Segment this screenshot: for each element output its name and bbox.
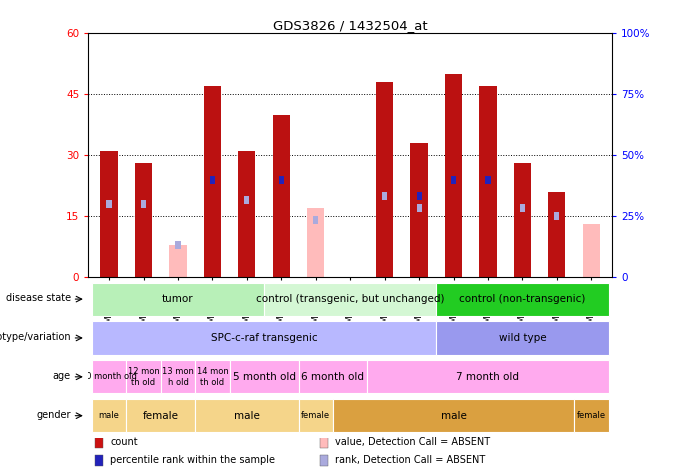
Text: SPC-c-raf transgenic: SPC-c-raf transgenic (211, 333, 318, 343)
Text: male: male (234, 410, 260, 421)
Text: age: age (52, 371, 71, 381)
Bar (333, 399, 574, 432)
Text: genotype/variation: genotype/variation (0, 332, 71, 342)
Text: disease state: disease state (5, 293, 71, 303)
Bar (514, 164, 531, 277)
Text: female: female (143, 410, 179, 421)
Bar (417, 192, 422, 200)
Text: wild type: wild type (498, 333, 546, 343)
Bar (95, 437, 103, 448)
Bar (230, 360, 299, 393)
Bar (135, 164, 152, 277)
Bar (95, 455, 103, 466)
Bar (583, 224, 600, 277)
Bar (437, 321, 609, 355)
Bar (101, 151, 118, 277)
Text: count: count (110, 437, 138, 447)
Bar (417, 204, 422, 212)
Bar (320, 437, 328, 448)
Bar (238, 151, 256, 277)
Bar (486, 175, 490, 184)
Bar (92, 321, 437, 355)
Text: tumor: tumor (162, 294, 194, 304)
Text: control (non-transgenic): control (non-transgenic) (459, 294, 585, 304)
Bar (411, 143, 428, 277)
Bar (514, 164, 531, 277)
Bar (92, 360, 126, 393)
Bar (479, 86, 496, 277)
Text: female: female (577, 411, 606, 420)
Bar (204, 86, 221, 277)
Bar (574, 399, 609, 432)
Bar (376, 82, 393, 277)
Bar (313, 216, 318, 224)
Bar (451, 175, 456, 184)
Text: gender: gender (36, 410, 71, 420)
Bar (195, 360, 230, 393)
Text: 6 month old: 6 month old (301, 372, 364, 382)
Bar (195, 399, 299, 432)
Text: 12 mon
th old: 12 mon th old (128, 367, 159, 386)
Text: male: male (441, 410, 466, 421)
Bar (273, 115, 290, 277)
Bar (479, 86, 496, 277)
Text: 14 mon
th old: 14 mon th old (197, 367, 228, 386)
Bar (554, 212, 560, 220)
Bar (320, 455, 328, 466)
Bar (437, 283, 609, 316)
Bar (264, 283, 437, 316)
Text: control (transgenic, but unchanged): control (transgenic, but unchanged) (256, 294, 445, 304)
Title: GDS3826 / 1432504_at: GDS3826 / 1432504_at (273, 19, 428, 32)
Bar (548, 192, 566, 277)
Bar (204, 86, 221, 277)
Text: 5 month old: 5 month old (233, 372, 296, 382)
Bar (92, 399, 126, 432)
Bar (107, 200, 112, 208)
Bar (126, 399, 195, 432)
Bar (445, 74, 462, 277)
Bar (135, 164, 152, 277)
Bar (520, 204, 525, 212)
Bar (92, 283, 264, 316)
Bar (548, 192, 566, 277)
Text: rank, Detection Call = ABSENT: rank, Detection Call = ABSENT (335, 456, 485, 465)
Bar (273, 115, 290, 277)
Text: percentile rank within the sample: percentile rank within the sample (110, 456, 275, 465)
Bar (141, 200, 146, 208)
Text: 7 month old: 7 month old (456, 372, 520, 382)
Bar (445, 74, 462, 277)
Bar (141, 200, 146, 208)
Text: female: female (301, 411, 330, 420)
Bar (279, 175, 284, 184)
Bar (367, 360, 609, 393)
Text: male: male (99, 411, 120, 420)
Bar (299, 399, 333, 432)
Bar (376, 82, 393, 277)
Bar (244, 196, 250, 204)
Bar (307, 208, 324, 277)
Bar (411, 143, 428, 277)
Bar (299, 360, 367, 393)
Bar (238, 151, 256, 277)
Bar (101, 151, 118, 277)
Bar (169, 245, 186, 277)
Text: 10 month old: 10 month old (81, 373, 137, 381)
Bar (126, 360, 160, 393)
Bar (160, 360, 195, 393)
Text: value, Detection Call = ABSENT: value, Detection Call = ABSENT (335, 437, 490, 447)
Bar (175, 241, 181, 249)
Bar (107, 200, 112, 208)
Bar (382, 192, 387, 200)
Bar (210, 175, 215, 184)
Text: 13 mon
h old: 13 mon h old (162, 367, 194, 386)
